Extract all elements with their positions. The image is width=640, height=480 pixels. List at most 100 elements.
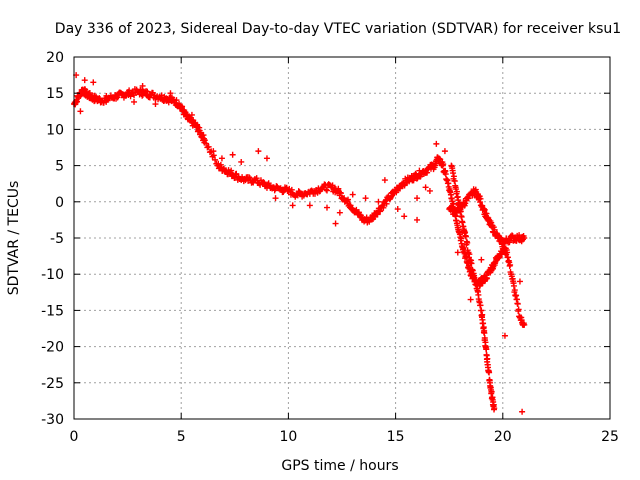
data-point	[511, 287, 518, 294]
data-point	[218, 155, 225, 162]
data-point	[521, 235, 528, 241]
y-tick-label: -20	[41, 340, 64, 356]
y-tick-label: 0	[55, 195, 64, 211]
data-point	[103, 98, 110, 105]
y-tick-label: 5	[55, 159, 64, 175]
data-point	[306, 202, 313, 209]
data-point	[510, 282, 517, 289]
data-point	[74, 98, 81, 105]
data-point	[263, 155, 270, 162]
data-point	[380, 204, 387, 211]
y-tick-label: -25	[41, 376, 64, 392]
data-point	[455, 197, 462, 204]
data-point	[381, 177, 388, 184]
data-point	[253, 175, 260, 182]
data-point	[483, 210, 490, 217]
data-point	[336, 209, 343, 216]
data-point	[478, 256, 485, 263]
data-point	[329, 182, 336, 189]
data-point	[501, 332, 508, 339]
data-point	[210, 148, 217, 155]
data-point	[477, 195, 484, 202]
data-point	[483, 346, 490, 353]
y-tick-label: -15	[41, 303, 64, 319]
y-axis-label: SDTVAR / TECUs	[6, 181, 22, 296]
data-point	[173, 97, 180, 104]
data-points	[71, 72, 528, 415]
data-point	[332, 220, 339, 227]
data-point	[486, 369, 493, 376]
data-point	[212, 156, 219, 163]
data-point	[362, 195, 369, 202]
data-point	[203, 140, 210, 147]
data-point	[139, 82, 146, 89]
data-point	[414, 216, 421, 223]
chart-title: Day 336 of 2023, Sidereal Day-to-day VTE…	[55, 21, 621, 37]
x-tick-label: 20	[494, 429, 512, 445]
data-point	[77, 108, 84, 115]
data-point	[272, 195, 279, 202]
data-point	[450, 170, 457, 177]
data-point	[394, 206, 401, 213]
data-point	[349, 191, 356, 198]
data-point	[337, 190, 344, 197]
y-tick-label: -5	[50, 231, 64, 247]
data-point	[467, 296, 474, 303]
data-point	[450, 201, 457, 208]
y-tick-label: 20	[46, 50, 64, 66]
data-point	[481, 206, 488, 213]
y-tick-label: -10	[41, 267, 64, 283]
data-point	[440, 161, 447, 168]
x-tick-label: 15	[387, 429, 405, 445]
data-point	[238, 158, 245, 165]
data-point	[383, 200, 390, 207]
grid	[74, 57, 610, 419]
y-tick-label: 15	[46, 86, 64, 102]
data-point	[484, 355, 491, 362]
data-point	[519, 408, 526, 415]
x-tick-label: 0	[70, 429, 79, 445]
y-tick-label: -30	[41, 412, 64, 428]
data-point	[516, 232, 523, 239]
data-point	[491, 405, 498, 412]
data-point	[466, 251, 473, 258]
data-point	[453, 188, 460, 195]
data-point	[468, 260, 475, 267]
data-point	[323, 186, 330, 193]
data-point	[426, 187, 433, 194]
data-point	[441, 148, 448, 155]
data-point	[480, 205, 487, 212]
data-point	[410, 177, 417, 184]
data-point	[477, 302, 484, 309]
data-point	[81, 77, 88, 84]
data-point	[516, 278, 523, 285]
data-point	[229, 151, 236, 158]
data-point	[479, 311, 486, 318]
data-point	[375, 198, 382, 205]
axis-ticks: 0 5 10 15 20 25 -30 -25 -20 -15 -10 -5 0 5 10 15 20	[41, 50, 619, 445]
data-point	[288, 186, 295, 193]
data-point	[228, 167, 235, 174]
data-point	[90, 79, 97, 86]
data-point	[167, 90, 174, 97]
data-point	[488, 388, 495, 395]
x-tick-label: 25	[601, 429, 619, 445]
data-point	[401, 213, 408, 220]
data-point	[206, 149, 213, 156]
data-point	[458, 235, 465, 242]
data-point	[323, 204, 330, 211]
data-point	[205, 143, 212, 150]
x-axis-label: GPS time / hours	[281, 458, 398, 474]
data-point	[255, 148, 262, 155]
data-point	[245, 174, 252, 181]
data-point	[323, 187, 330, 194]
data-point	[345, 196, 352, 203]
data-point	[422, 184, 429, 191]
data-point	[188, 111, 195, 118]
data-point	[414, 195, 421, 202]
data-point	[507, 261, 514, 268]
data-point	[131, 98, 138, 105]
data-point	[462, 233, 469, 240]
data-point	[442, 171, 449, 178]
